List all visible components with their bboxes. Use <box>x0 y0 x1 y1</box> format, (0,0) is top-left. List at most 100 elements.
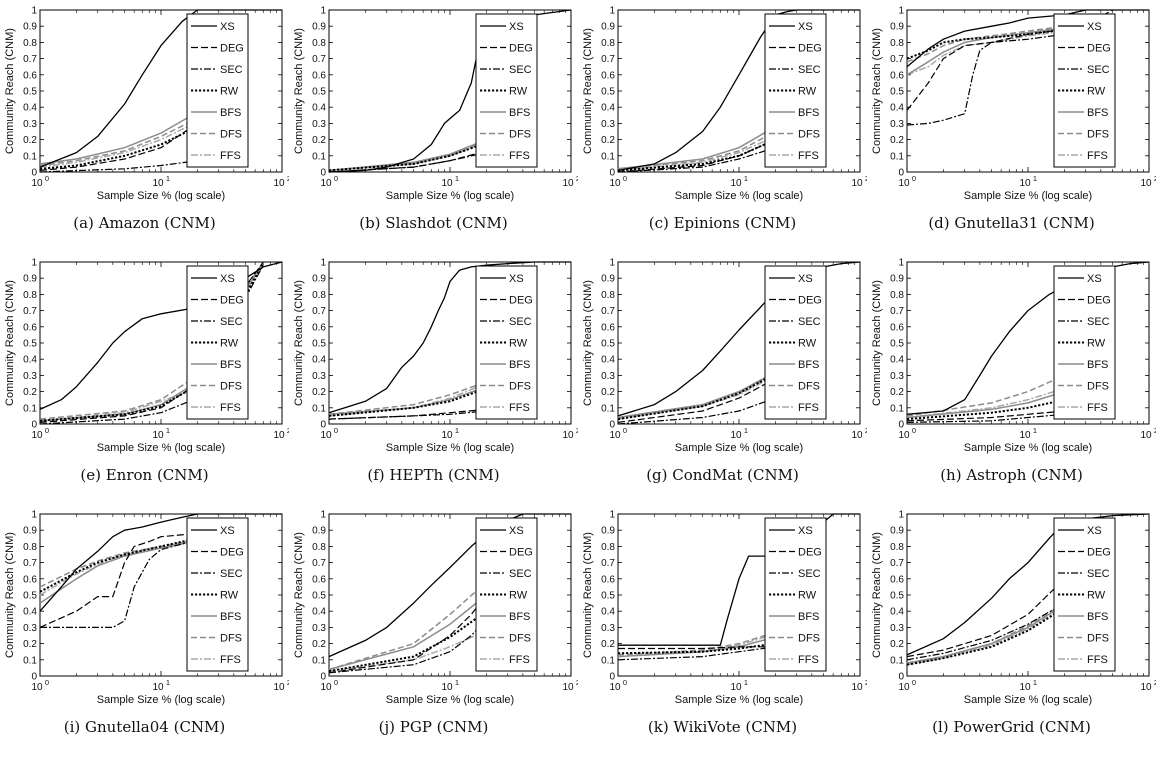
series-line-xs <box>906 9 1149 68</box>
legend-label: DEG <box>798 295 822 307</box>
y-tick-label: 0.9 <box>23 526 37 537</box>
series-line-xs <box>617 261 861 417</box>
chart-svg: 00.10.20.30.40.50.60.70.80.91100101102Sa… <box>582 258 867 455</box>
chart-panel: 00.10.20.30.40.50.60.70.80.91100101102Sa… <box>0 504 289 756</box>
chart-panel: 00.10.20.30.40.50.60.70.80.91100101102Sa… <box>0 0 289 252</box>
x-tick-exponent: 0 <box>334 174 338 183</box>
x-tick-exponent: 0 <box>623 426 627 435</box>
legend-label: DFS <box>1087 381 1109 393</box>
x-tick-exponent: 0 <box>334 426 338 435</box>
x-tick-label: 10 <box>273 430 285 441</box>
legend-label: DEG <box>220 547 244 559</box>
y-tick-label: 0.7 <box>890 54 904 65</box>
legend-label: BFS <box>798 107 819 119</box>
y-tick-label: 0.3 <box>890 371 904 382</box>
x-tick-exponent: 2 <box>865 174 867 183</box>
legend-label: DEG <box>1087 43 1111 55</box>
y-tick-label: 0.2 <box>23 135 37 146</box>
legend-label: SEC <box>509 64 532 76</box>
legend-label: FFS <box>509 654 530 666</box>
y-tick-label: 0.6 <box>890 574 904 585</box>
x-tick-exponent: 2 <box>865 426 867 435</box>
series-line-xs <box>328 513 571 658</box>
x-tick-label: 10 <box>851 682 863 693</box>
y-tick-label: 1 <box>609 510 615 521</box>
y-axis-label: Community Reach (CNM) <box>582 532 594 658</box>
y-axis-label: Community Reach (CNM) <box>4 28 16 154</box>
series-line-xs <box>617 9 860 172</box>
y-tick-label: 0.5 <box>23 87 37 98</box>
x-tick-exponent: 1 <box>1033 174 1037 183</box>
y-tick-label: 1 <box>609 258 615 269</box>
legend-label: FFS <box>220 654 241 666</box>
y-tick-label: 0.9 <box>312 22 326 33</box>
x-tick-exponent: 2 <box>1154 678 1156 687</box>
legend-label: BFS <box>1087 107 1108 119</box>
x-tick-label: 10 <box>609 178 621 189</box>
legend-label: RW <box>798 590 817 602</box>
y-tick-label: 0.5 <box>890 87 904 98</box>
x-tick-label: 10 <box>31 178 43 189</box>
legend-label: FFS <box>1087 654 1108 666</box>
y-tick-label: 1 <box>898 6 904 17</box>
y-tick-label: 0.7 <box>890 306 904 317</box>
chart-svg: 00.10.20.30.40.50.60.70.80.91100101102Sa… <box>871 258 1156 455</box>
x-tick-label: 10 <box>730 178 742 189</box>
legend-label: SEC <box>798 316 821 328</box>
series-line-deg <box>618 578 825 650</box>
chart-svg: 00.10.20.30.40.50.60.70.80.91100101102Sa… <box>582 6 867 203</box>
x-tick-exponent: 0 <box>912 678 916 687</box>
series-line-xs <box>328 261 571 414</box>
y-tick-label: 0.3 <box>312 371 326 382</box>
y-tick-label: 0.9 <box>890 22 904 33</box>
legend-label: BFS <box>220 107 241 119</box>
legend-label: DEG <box>1087 295 1111 307</box>
y-tick-label: 0.6 <box>23 574 37 585</box>
chart-svg: 00.10.20.30.40.50.60.70.80.91100101102Sa… <box>293 510 578 707</box>
x-tick-label: 10 <box>562 682 574 693</box>
chart-panel: 00.10.20.30.40.50.60.70.80.91100101102Sa… <box>578 0 867 252</box>
x-tick-exponent: 0 <box>45 426 49 435</box>
legend-label: DEG <box>509 43 533 55</box>
y-tick-label: 0.3 <box>890 119 904 130</box>
panel-caption: (l) PowerGrid (CNM) <box>932 718 1091 736</box>
y-tick-label: 0.1 <box>312 655 326 666</box>
y-tick-label: 0.2 <box>312 639 326 650</box>
x-tick-exponent: 1 <box>744 426 748 435</box>
y-tick-label: 0.1 <box>23 655 37 666</box>
y-tick-label: 0.7 <box>601 558 615 569</box>
legend-label: DFS <box>220 381 242 393</box>
x-tick-label: 10 <box>273 178 285 189</box>
y-tick-label: 0.6 <box>890 322 904 333</box>
legend-label: DFS <box>1087 129 1109 141</box>
y-tick-label: 0.8 <box>890 38 904 49</box>
y-axis-label: Community Reach (CNM) <box>4 280 16 406</box>
legend-label: RW <box>1087 590 1106 602</box>
y-tick-label: 0.8 <box>23 542 37 553</box>
legend-label: XS <box>220 21 235 33</box>
x-tick-label: 10 <box>609 430 621 441</box>
chart-panel: 00.10.20.30.40.50.60.70.80.91100101102Sa… <box>289 252 578 504</box>
y-tick-label: 0.9 <box>601 22 615 33</box>
x-tick-exponent: 1 <box>744 174 748 183</box>
chart-svg: 00.10.20.30.40.50.60.70.80.91100101102Sa… <box>4 6 289 203</box>
y-tick-label: 0.8 <box>23 38 37 49</box>
y-tick-label: 0.9 <box>23 274 37 285</box>
y-tick-label: 0 <box>31 420 37 431</box>
y-tick-label: 0.3 <box>601 623 615 634</box>
x-axis-label: Sample Size % (log scale) <box>675 442 803 454</box>
y-axis-label: Community Reach (CNM) <box>582 280 594 406</box>
y-tick-label: 0 <box>31 168 37 179</box>
y-tick-label: 0.7 <box>23 306 37 317</box>
y-tick-label: 0 <box>609 420 615 431</box>
legend-label: DEG <box>798 43 822 55</box>
series-line-rw <box>906 542 1114 666</box>
legend-label: BFS <box>220 611 241 623</box>
y-tick-label: 0.3 <box>23 623 37 634</box>
legend-label: SEC <box>1087 64 1110 76</box>
y-tick-label: 0.6 <box>601 70 615 81</box>
legend-label: DFS <box>798 129 820 141</box>
x-tick-exponent: 2 <box>287 174 289 183</box>
y-tick-label: 0 <box>609 672 615 683</box>
